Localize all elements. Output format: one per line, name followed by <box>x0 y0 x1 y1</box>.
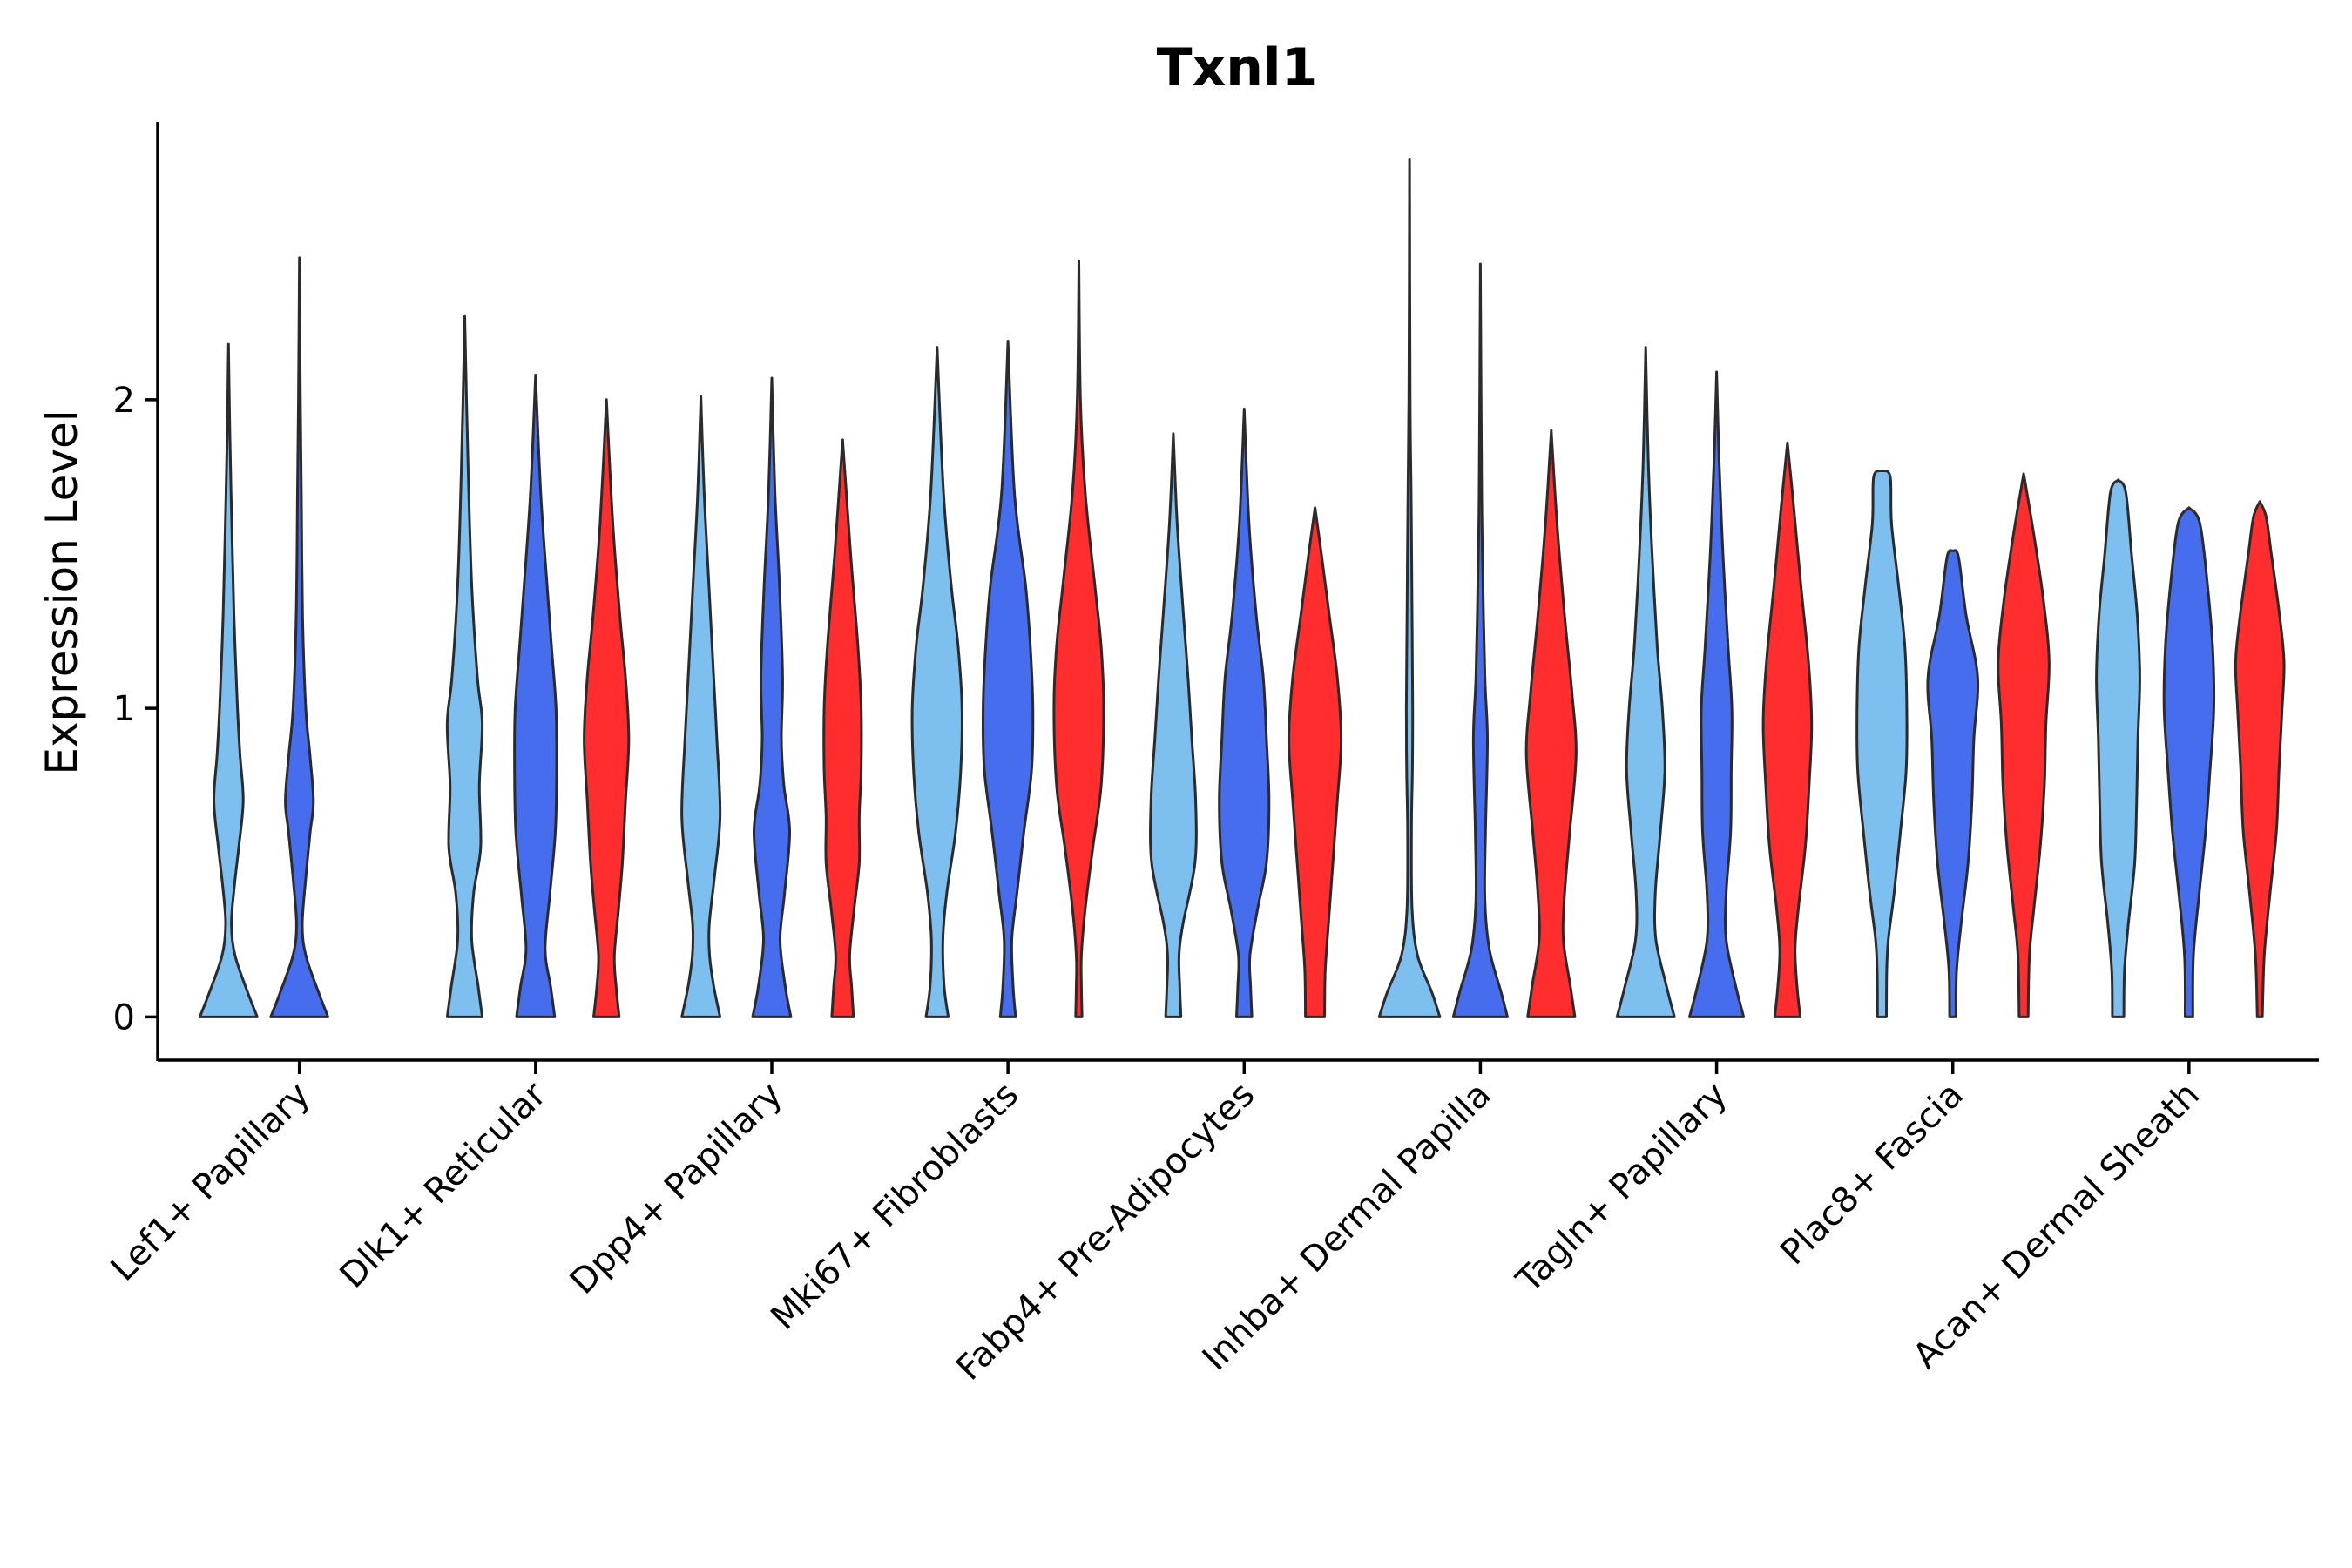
chart-title: Txnl1 <box>1157 37 1318 98</box>
y-ticks: 0 1 2 <box>113 381 158 1037</box>
violin-blue <box>1688 370 1746 1018</box>
violin-red <box>1524 429 1578 1018</box>
violin-red <box>1052 259 1105 1018</box>
violin-light-blue <box>680 395 722 1018</box>
violin-light-blue <box>1149 432 1198 1018</box>
violin-light-blue <box>445 314 484 1018</box>
violin-blue <box>1926 549 1980 1018</box>
violin-blue <box>751 376 793 1018</box>
x-ticks: Lef1+ Papillary Dlk1+ Reticular Dpp4+ Papi… <box>104 1060 2207 1389</box>
violin-blue <box>269 256 330 1018</box>
x-tick-label: Dpp4+ Papillary <box>563 1075 790 1302</box>
y-tick-label: 0 <box>113 997 135 1037</box>
x-tick-label: Dlk1+ Reticular <box>333 1074 555 1296</box>
violin-blue <box>1218 408 1271 1018</box>
x-tick-label: Tagln+ Papillary <box>1509 1075 1735 1301</box>
violin-blue <box>981 340 1035 1018</box>
y-axis-label: Expression Level <box>37 409 87 774</box>
violin-light-blue <box>2095 478 2141 1018</box>
violin-red <box>822 438 863 1018</box>
violin-red <box>1761 441 1814 1018</box>
violin-blue <box>1451 262 1509 1018</box>
x-tick-label: Lef1+ Papillary <box>104 1075 318 1289</box>
violin-layer <box>198 158 2286 1018</box>
axes <box>156 122 2319 1062</box>
violin-blue <box>2162 506 2216 1018</box>
violin-blue <box>513 374 558 1018</box>
violin-red <box>1288 506 1343 1018</box>
violin-red <box>2234 500 2286 1018</box>
violin-light-blue <box>910 346 963 1018</box>
violin-light-blue <box>1855 469 1909 1018</box>
violin-light-blue <box>1377 158 1442 1018</box>
violin-red <box>583 398 631 1018</box>
x-tick-label: Mki67+ Fibroblasts <box>763 1075 1026 1338</box>
violin-red <box>1997 472 2051 1018</box>
x-tick-label: Plac8+ Fascia <box>1773 1075 1971 1274</box>
violin-light-blue <box>198 342 259 1018</box>
y-tick-label: 1 <box>113 689 135 729</box>
y-tick-label: 2 <box>113 381 135 421</box>
violin-light-blue <box>1615 346 1676 1018</box>
